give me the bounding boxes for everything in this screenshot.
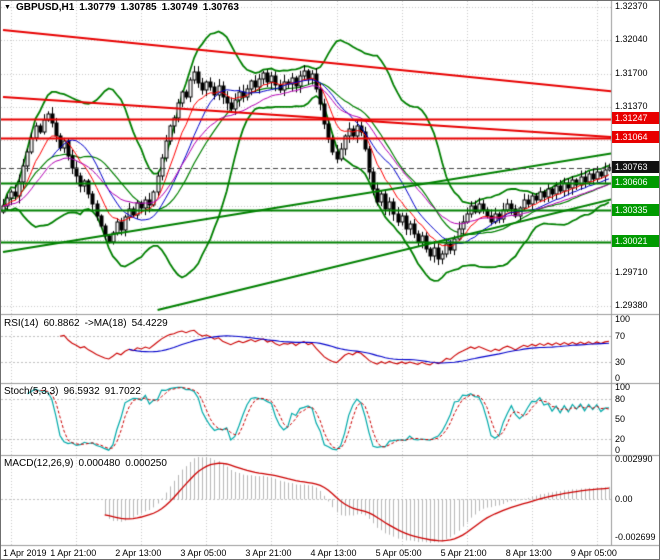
rsi-ma-name: ->MA(18) <box>84 318 127 329</box>
price-axis[interactable]: 1.32370 1.32040 1.31700 1.31370 1.29710 1.293… <box>612 1 659 545</box>
open-value: 1.30779 <box>79 2 116 13</box>
macd-name: MACD(12,26,9) <box>4 458 74 469</box>
macd-value: 0.000480 <box>78 458 121 469</box>
rsi-panel-label: RSI(14) 60.8862 ->MA(18) 54.4229 <box>4 318 173 329</box>
time-axis-label: 3 Apr 05:00 <box>180 548 227 558</box>
stoch-value: 96.5932 <box>63 386 100 397</box>
stoch-signal-value: 91.7022 <box>104 386 141 397</box>
chart-ohlc-header: ▼ GBPUSD,H1 1.30779 1.30785 1.30749 1.30763 <box>4 2 244 13</box>
macd-panel-label: MACD(12,26,9) 0.000480 0.000250 <box>4 458 172 469</box>
price-axis-label: 1.31370 <box>615 101 648 111</box>
price-axis-badge: 1.30606 <box>612 176 659 189</box>
close-value: 1.30763 <box>202 2 239 13</box>
time-axis-label: 1 Apr 21:00 <box>50 548 97 558</box>
time-axis[interactable]: 1 Apr 2019 1 Apr 21:00 2 Apr 13:00 3 Apr 05… <box>1 546 659 559</box>
time-axis-label: 4 Apr 13:00 <box>310 548 357 558</box>
stoch-panel-label: Stoch(5,3,3) 96.5932 91.7022 <box>4 386 146 397</box>
stoch-scale-label: 100 <box>615 382 631 392</box>
macd-scale-label: 0.002990 <box>615 454 653 464</box>
rsi-scale-label: 100 <box>615 314 631 324</box>
price-axis-badge: 1.30335 <box>612 203 659 216</box>
rsi-ma-value: 54.4229 <box>131 318 168 329</box>
stoch-scale-label: 20 <box>615 434 626 445</box>
stoch-scale-label: 80 <box>615 393 626 404</box>
time-axis-label: 5 Apr 05:00 <box>375 548 422 558</box>
rsi-scale-label: 0 <box>615 373 621 383</box>
rsi-value: 60.8862 <box>43 318 80 329</box>
time-axis-label: 8 Apr 13:00 <box>505 548 552 558</box>
price-axis-label: 1.32040 <box>615 34 648 44</box>
rsi-scale-label: 30 <box>615 356 626 367</box>
stoch-name: Stoch(5,3,3) <box>4 386 59 397</box>
macd-signal-value: 0.000250 <box>125 458 167 469</box>
price-axis-badge: 1.31064 <box>612 130 659 143</box>
time-axis-label: 1 Apr 2019 <box>3 548 47 558</box>
macd-scale-label: -0.002699 <box>615 531 656 542</box>
low-value: 1.30749 <box>161 2 198 13</box>
time-axis-label: 5 Apr 21:00 <box>440 548 487 558</box>
rsi-scale-label: 70 <box>615 331 626 342</box>
stoch-scale-label: 50 <box>615 414 626 424</box>
symbol-label: GBPUSD,H1 <box>15 2 75 13</box>
time-axis-label: 3 Apr 21:00 <box>245 548 292 558</box>
price-axis-label: 1.31700 <box>615 68 648 78</box>
price-axis-label: 1.29380 <box>615 300 648 310</box>
price-axis-label: 1.29710 <box>615 267 648 277</box>
price-axis-badge: 1.30021 <box>612 234 659 247</box>
time-axis-label: 9 Apr 05:00 <box>570 548 617 558</box>
price-axis-badge: 1.31247 <box>612 112 659 125</box>
symbol-dropdown-icon[interactable]: ▼ <box>4 3 11 11</box>
rsi-name: RSI(14) <box>4 318 39 329</box>
high-value: 1.30785 <box>120 2 157 13</box>
stoch-scale-label: 0 <box>615 445 621 455</box>
price-axis-badge: 1.30763 <box>612 160 659 173</box>
macd-scale-label: 0.00 <box>615 494 633 505</box>
price-axis-label: 1.32370 <box>615 1 648 11</box>
time-axis-label: 2 Apr 13:00 <box>115 548 162 558</box>
